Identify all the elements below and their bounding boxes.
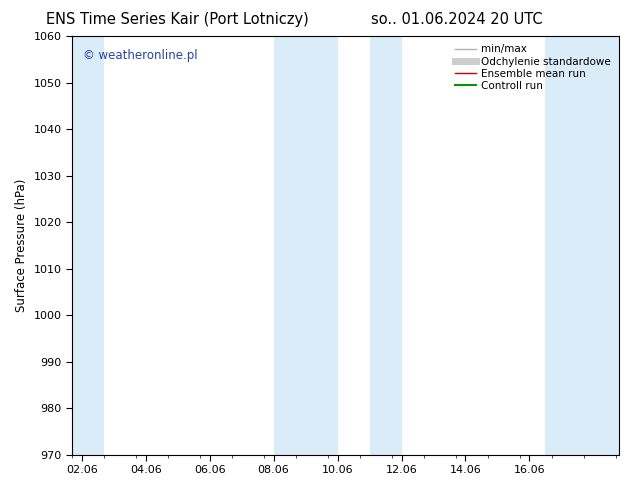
Text: so.. 01.06.2024 20 UTC: so.. 01.06.2024 20 UTC	[371, 12, 542, 27]
Y-axis label: Surface Pressure (hPa): Surface Pressure (hPa)	[15, 179, 28, 312]
Bar	[370, 36, 401, 455]
Bar	[274, 36, 337, 455]
Bar	[545, 36, 619, 455]
Bar	[72, 36, 104, 455]
Text: ENS Time Series Kair (Port Lotniczy): ENS Time Series Kair (Port Lotniczy)	[46, 12, 309, 27]
Legend: min/max, Odchylenie standardowe, Ensemble mean run, Controll run: min/max, Odchylenie standardowe, Ensembl…	[452, 41, 614, 94]
Text: © weatheronline.pl: © weatheronline.pl	[83, 49, 198, 62]
